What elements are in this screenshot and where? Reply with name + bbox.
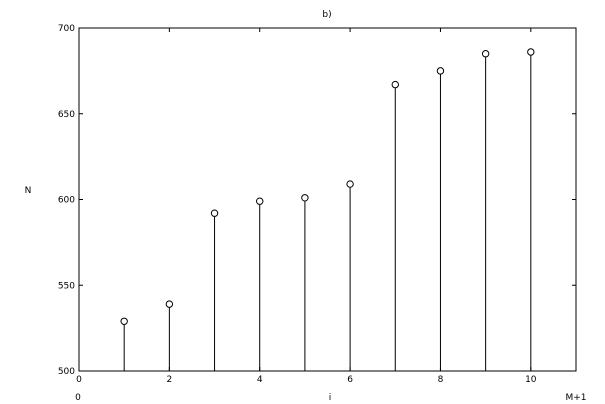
stem-point-5 <box>301 194 309 202</box>
stem-point-8 <box>436 67 445 75</box>
y-axis-label: N <box>25 186 32 196</box>
plot-frame <box>78 27 577 372</box>
stem-point-7 <box>391 80 399 89</box>
y-tick-label-0: 500 <box>58 367 75 377</box>
y-tick-label-4: 700 <box>58 24 75 34</box>
x-tick-label-1: 2 <box>166 375 172 385</box>
x-tick-label-0: 0 <box>76 375 82 385</box>
chart-title: b) <box>322 10 331 20</box>
stem-point-2 <box>165 300 174 308</box>
x-range-end-label: M+1 <box>565 393 586 403</box>
stem-point-10 <box>527 48 535 56</box>
y-tick-label-2: 600 <box>58 196 75 206</box>
stem-point-1 <box>120 317 128 325</box>
stem-point-9 <box>481 50 490 58</box>
x-tick-label-5: 10 <box>525 375 537 385</box>
y-tick-label-3: 650 <box>58 110 75 120</box>
x-tick-label-4: 8 <box>438 375 444 385</box>
stem-point-4 <box>256 197 264 205</box>
x-tick-label-3: 6 <box>347 375 353 385</box>
y-tick-label-1: 550 <box>58 281 75 291</box>
stem-point-6 <box>346 180 354 188</box>
x-range-start-label: 0 <box>75 393 81 403</box>
axis-ticks: 500 550 600 650 700 0 2 4 6 8 10 <box>58 24 576 385</box>
x-axis-label: i <box>329 393 332 403</box>
stem-series <box>120 48 535 371</box>
x-tick-label-2: 4 <box>257 375 263 385</box>
stem-point-3 <box>210 209 219 217</box>
